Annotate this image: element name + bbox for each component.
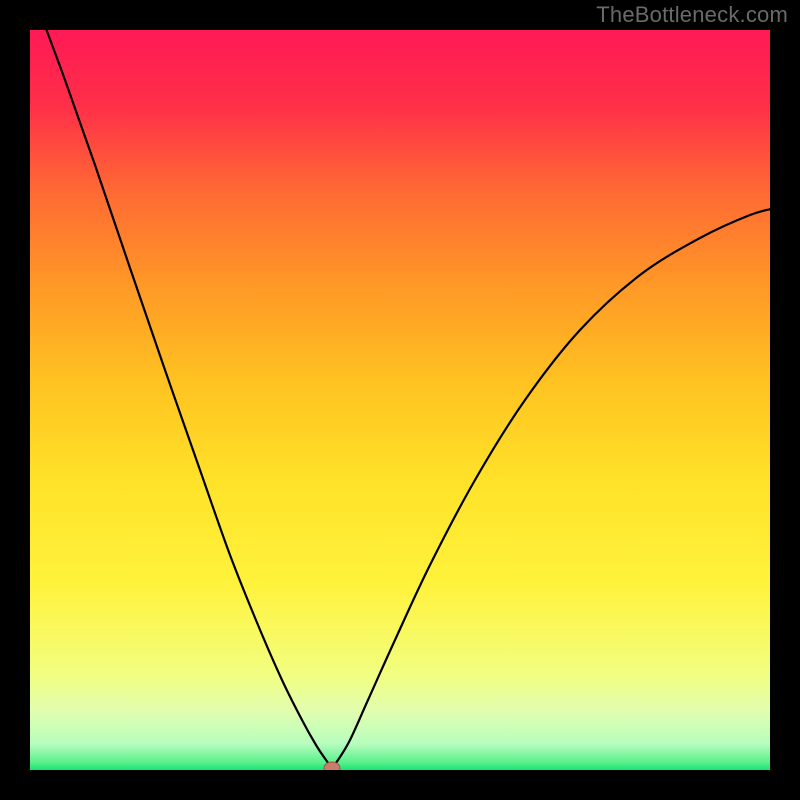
bottleneck-chart	[0, 0, 800, 800]
watermark-label: TheBottleneck.com	[596, 2, 788, 28]
plot-background	[30, 30, 770, 770]
chart-container: TheBottleneck.com	[0, 0, 800, 800]
